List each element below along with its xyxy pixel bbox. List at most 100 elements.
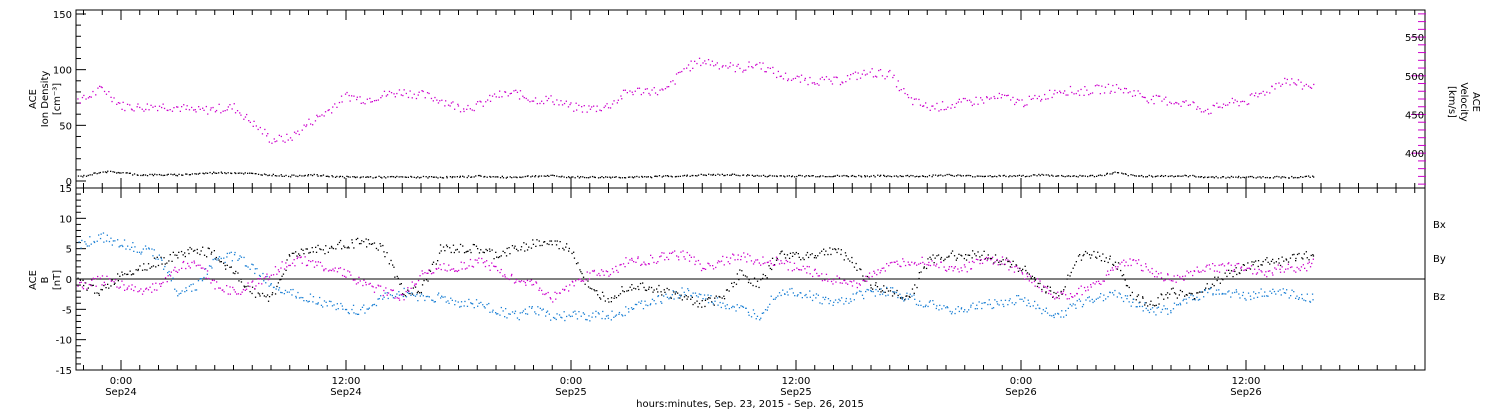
density-point <box>700 173 702 175</box>
bz-point <box>813 269 816 271</box>
by-point <box>984 302 986 304</box>
density-point <box>1142 176 1144 178</box>
bz-point <box>478 257 480 259</box>
bz-point <box>211 279 214 281</box>
density-point <box>569 177 571 179</box>
by-point <box>834 299 837 301</box>
bz-point <box>493 265 495 267</box>
density-point <box>634 176 636 178</box>
bz-point <box>787 269 789 271</box>
velocity-point <box>1038 95 1040 97</box>
bz-point <box>1173 275 1175 277</box>
density-point <box>934 174 937 176</box>
velocity-point <box>445 100 447 102</box>
density-point <box>841 175 843 177</box>
bx-point <box>77 277 79 279</box>
bx-point <box>748 279 750 281</box>
density-point <box>197 173 200 175</box>
density-point <box>794 176 796 178</box>
bz-point <box>1218 271 1221 273</box>
bx-point <box>311 247 313 249</box>
velocity-point <box>437 102 440 104</box>
density-point <box>154 173 156 175</box>
density-point <box>830 176 832 178</box>
bz-point <box>791 270 793 272</box>
top-left-ylabel-1: ACE <box>28 89 39 109</box>
bz-point <box>693 256 695 258</box>
bz-point <box>1119 263 1121 265</box>
density-point <box>1061 174 1063 177</box>
bx-point <box>1000 260 1002 263</box>
bz-point <box>1142 270 1144 272</box>
bz-point <box>588 278 591 280</box>
by-point <box>1113 294 1115 296</box>
by-point <box>1155 314 1157 316</box>
density-point <box>1187 176 1190 178</box>
by-point <box>929 300 931 302</box>
density-point <box>1294 176 1296 179</box>
bx-point <box>599 297 601 299</box>
bz-point <box>943 266 945 268</box>
top-right-tick-label: 550 <box>1405 33 1424 44</box>
velocity-point <box>1021 99 1023 101</box>
by-point <box>416 293 418 296</box>
bz-point <box>940 261 942 263</box>
bx-point <box>470 251 472 254</box>
density-point <box>885 175 888 178</box>
bx-point <box>82 279 84 281</box>
bz-point <box>1080 285 1082 287</box>
bx-point <box>384 256 386 258</box>
bz-point <box>1244 269 1246 271</box>
velocity-point <box>742 71 744 73</box>
bx-point <box>851 256 853 259</box>
bz-point <box>1138 259 1140 261</box>
velocity-point <box>907 96 910 99</box>
bx-point <box>627 289 630 292</box>
by-point <box>707 294 709 296</box>
by-point <box>160 257 162 260</box>
density-point <box>473 176 475 178</box>
bx-point <box>991 257 993 260</box>
by-point <box>829 300 832 302</box>
density-point <box>832 176 834 178</box>
density-point <box>843 174 845 177</box>
density-point <box>167 173 169 175</box>
bx-point <box>380 245 382 247</box>
bz-point <box>922 261 924 264</box>
density-point <box>203 173 205 175</box>
velocity-point <box>99 85 101 87</box>
density-point <box>641 176 644 178</box>
by-point <box>991 307 993 310</box>
by-point <box>586 319 588 321</box>
density-point <box>427 177 429 179</box>
bx-point <box>506 247 508 250</box>
by-point <box>881 293 884 295</box>
bz-point <box>766 261 768 264</box>
bz-point <box>704 268 707 270</box>
bz-point <box>169 275 172 277</box>
bx-point <box>596 290 598 292</box>
bx-point <box>1031 275 1033 277</box>
velocity-point <box>765 71 767 73</box>
by-point <box>988 299 990 301</box>
by-point <box>1024 297 1026 299</box>
bx-point <box>1273 262 1275 264</box>
bz-point <box>280 267 282 269</box>
by-point <box>1199 298 1201 301</box>
bz-point <box>476 259 478 261</box>
bx-point <box>791 255 794 257</box>
velocity-point <box>312 124 314 126</box>
by-point <box>163 268 165 270</box>
density-point <box>811 175 813 177</box>
bx-point <box>1142 296 1144 298</box>
by-point <box>938 309 940 311</box>
bz-point <box>1043 285 1045 287</box>
velocity-point <box>664 88 667 90</box>
density-point <box>244 172 246 174</box>
by-point <box>516 317 519 319</box>
density-point <box>365 176 367 178</box>
by-point <box>966 311 968 313</box>
by-point <box>220 257 222 260</box>
bx-point <box>1191 293 1193 295</box>
bz-point <box>886 263 888 265</box>
